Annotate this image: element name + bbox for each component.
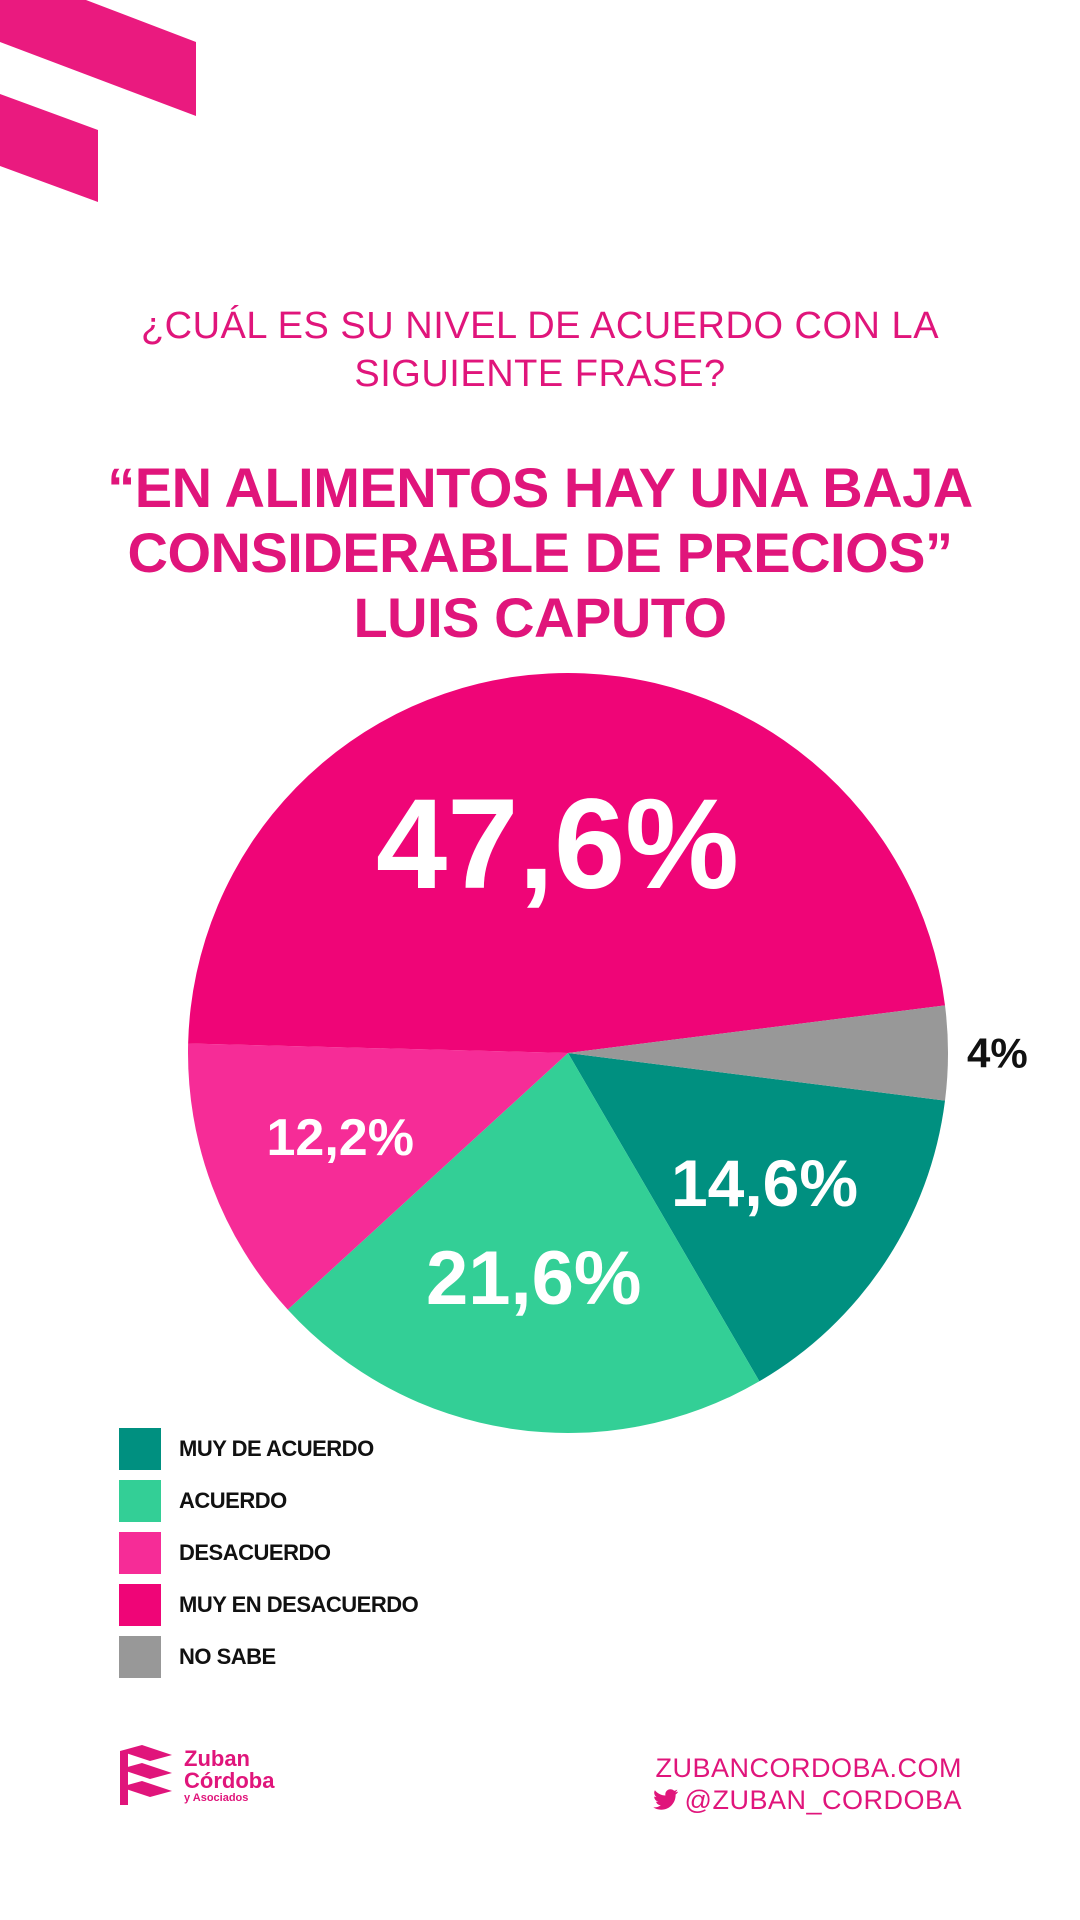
pie-chart: 14,6% 21,6% 12,2% 47,6% 4% [188, 672, 1028, 1433]
legend-item-acuerdo: ACUERDO [119, 1480, 418, 1522]
pie-slice-muy-en-desacuerdo [188, 672, 946, 1053]
website-line: ZUBANCORDOBA.COM [653, 1752, 962, 1784]
legend-label: ACUERDO [179, 1488, 287, 1513]
pie-value-label: 21,6% [426, 1236, 642, 1321]
twitter-bird-icon [652, 1789, 678, 1810]
legend-label: DESACUERDO [179, 1540, 331, 1565]
legend-item-desacuerdo: DESACUERDO [119, 1532, 418, 1574]
pie-value-label: 4% [967, 1030, 1028, 1077]
legend-label: MUY DE ACUERDO [179, 1436, 374, 1461]
chart-title-quote: “EN ALIMENTOS HAY UNA BAJA CONSIDERABLE … [0, 455, 1080, 650]
twitter-line: @ZUBAN_CORDOBA [652, 1784, 962, 1816]
brand-name-line-1: Zuban [184, 1746, 250, 1771]
legend-item-muy-de-acuerdo: MUY DE ACUERDO [119, 1428, 418, 1470]
quote-line-1: “EN ALIMENTOS HAY UNA BAJA [107, 456, 973, 519]
contact-info: ZUBANCORDOBA.COM @ZUBAN_CORDOBA [652, 1752, 962, 1816]
legend-swatch [119, 1428, 161, 1470]
quote-line-2: CONSIDERABLE DE PRECIOS” [127, 521, 954, 584]
legend-label: MUY EN DESACUERDO [179, 1592, 419, 1617]
question-line-1: ¿CUÁL ES SU NIVEL DE ACUERDO CON LA [140, 305, 940, 347]
legend-item-no-sabe: NO SABE [119, 1636, 418, 1678]
brand-logo: Zuban Córdoba y Asociados [118, 1745, 274, 1807]
brand-name: Zuban Córdoba y Asociados [184, 1746, 275, 1805]
website-link[interactable]: ZUBANCORDOBA.COM [655, 1753, 962, 1783]
pie-value-label: 12,2% [267, 1109, 414, 1167]
brand-logo-icon [120, 1745, 172, 1805]
corner-stripes-decoration [0, 0, 196, 202]
chart-legend: MUY DE ACUERDO ACUERDO DESACUERDO MUY EN… [119, 1428, 419, 1688]
legend-swatch [119, 1480, 161, 1522]
twitter-handle[interactable]: @ZUBAN_CORDOBA [684, 1785, 962, 1815]
pie-slice-no-sabe [568, 1005, 949, 1101]
legend-swatch [119, 1636, 161, 1678]
pie-slice-desacuerdo [188, 1043, 568, 1310]
legend-swatch [119, 1532, 161, 1574]
brand-name-line-3: y Asociados [184, 1792, 249, 1804]
legend-item-muy-en-desacuerdo: MUY EN DESACUERDO [119, 1584, 419, 1626]
pie-slice-muy-de-acuerdo [568, 1053, 946, 1382]
pie-slice-acuerdo [287, 1053, 760, 1433]
quote-line-3: LUIS CAPUTO [353, 586, 727, 649]
brand-name-line-2: Córdoba [184, 1768, 275, 1793]
pie-value-label: 14,6% [671, 1146, 858, 1220]
legend-label: NO SABE [179, 1644, 276, 1669]
question-line-2: SIGUIENTE FRASE? [354, 353, 726, 395]
legend-swatch [119, 1584, 161, 1626]
survey-question: ¿CUÁL ES SU NIVEL DE ACUERDO CON LA SIGU… [0, 302, 1080, 398]
pie-value-label: 47,6% [376, 773, 739, 916]
